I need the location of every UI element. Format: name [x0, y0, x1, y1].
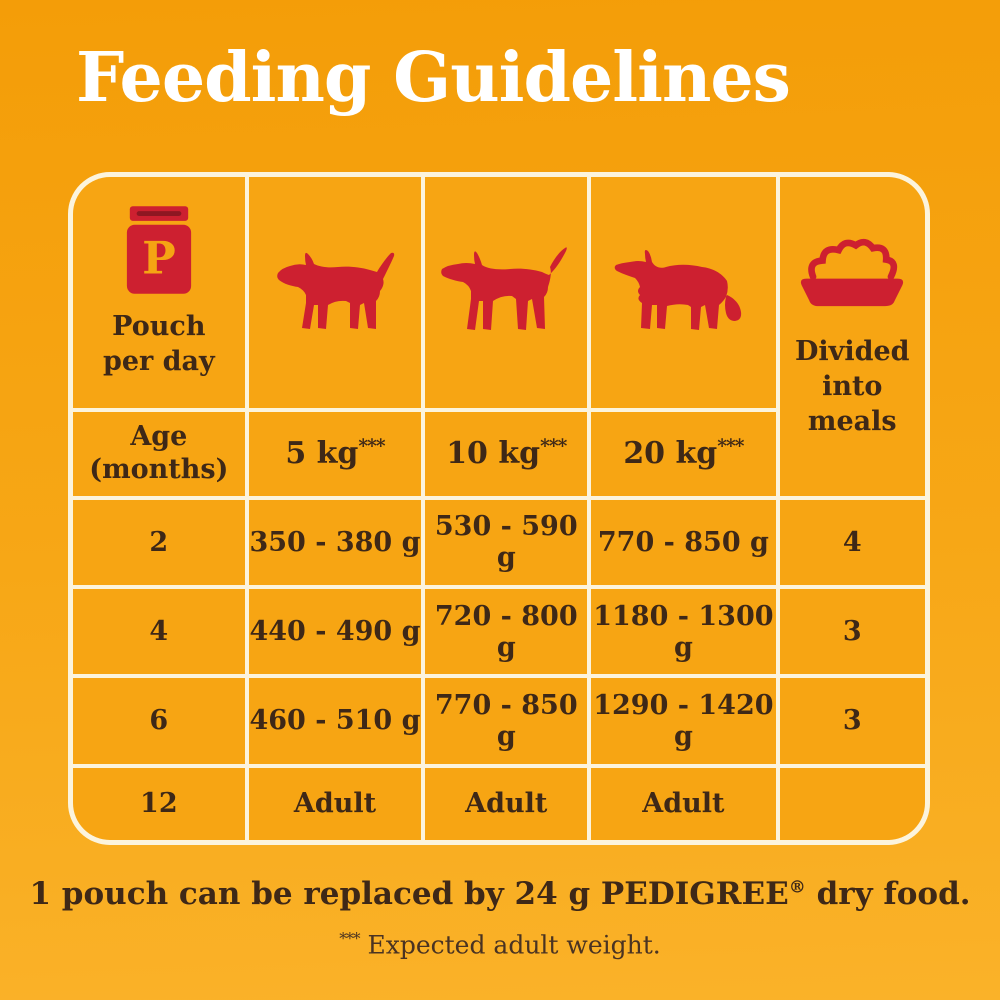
meals-cell: 4: [779, 499, 925, 585]
header-cell-weight-5kg: 5 kg***: [248, 412, 422, 496]
value-cell: 1180 - 1300 g: [591, 588, 776, 675]
header-cell-small-dog: [248, 177, 422, 409]
value-cell: Adult: [425, 767, 588, 840]
header-cell-weight-10kg: 10 kg***: [425, 412, 588, 496]
registered-trademark-symbol: ®: [788, 877, 806, 898]
page-title: Feeding Guidelines: [76, 38, 791, 118]
replacement-note: 1 pouch can be replaced by 24 g PEDIGREE…: [29, 876, 971, 912]
asterisks: ***: [717, 436, 744, 458]
age-cell: 6: [73, 678, 245, 764]
header-cell-age: Age (months): [73, 412, 245, 496]
value-cell: 440 - 490 g: [248, 588, 422, 675]
value-cell: 350 - 380 g: [248, 499, 422, 585]
header-cell-pouch: P Pouch per day: [73, 177, 245, 409]
pouch-icon: P: [126, 206, 191, 294]
age-cell: 4: [73, 588, 245, 675]
value-cell: 460 - 510 g: [248, 678, 422, 764]
feeding-table: P Pouch per day: [68, 172, 930, 845]
age-months-label: Age (months): [89, 421, 229, 485]
header-cell-weight-20kg: 20 kg***: [591, 412, 776, 496]
expected-weight-footnote: *** Expected adult weight.: [339, 930, 661, 960]
asterisks: ***: [540, 436, 567, 458]
value-cell: 530 - 590 g: [425, 499, 588, 585]
divided-into-meals-label: Divided into meals: [794, 336, 910, 437]
value-cell: 770 - 850 g: [425, 678, 588, 764]
header-cell-large-dog: [591, 177, 776, 409]
asterisks: ***: [358, 436, 385, 458]
meal-bowl-icon: [801, 239, 904, 307]
meals-cell: [779, 767, 925, 840]
pouch-letter: P: [142, 231, 176, 284]
small-dog-icon: [277, 252, 395, 329]
meals-cell: 3: [779, 588, 925, 675]
pouch-per-day-label: Pouch per day: [102, 311, 215, 377]
age-cell: 12: [73, 767, 245, 840]
value-cell: 720 - 800 g: [425, 588, 588, 675]
value-cell: 1290 - 1420 g: [591, 678, 776, 764]
header-cell-medium-dog: [425, 177, 588, 409]
value-cell: Adult: [248, 767, 422, 840]
header-cell-meals: Divided into meals: [779, 177, 925, 496]
asterisks: ***: [339, 930, 360, 948]
value-cell: 770 - 850 g: [591, 499, 776, 585]
age-cell: 2: [73, 499, 245, 585]
meals-cell: 3: [779, 678, 925, 764]
value-cell: Adult: [591, 767, 776, 840]
medium-dog-icon: [441, 247, 568, 330]
large-dog-icon: [615, 249, 742, 330]
